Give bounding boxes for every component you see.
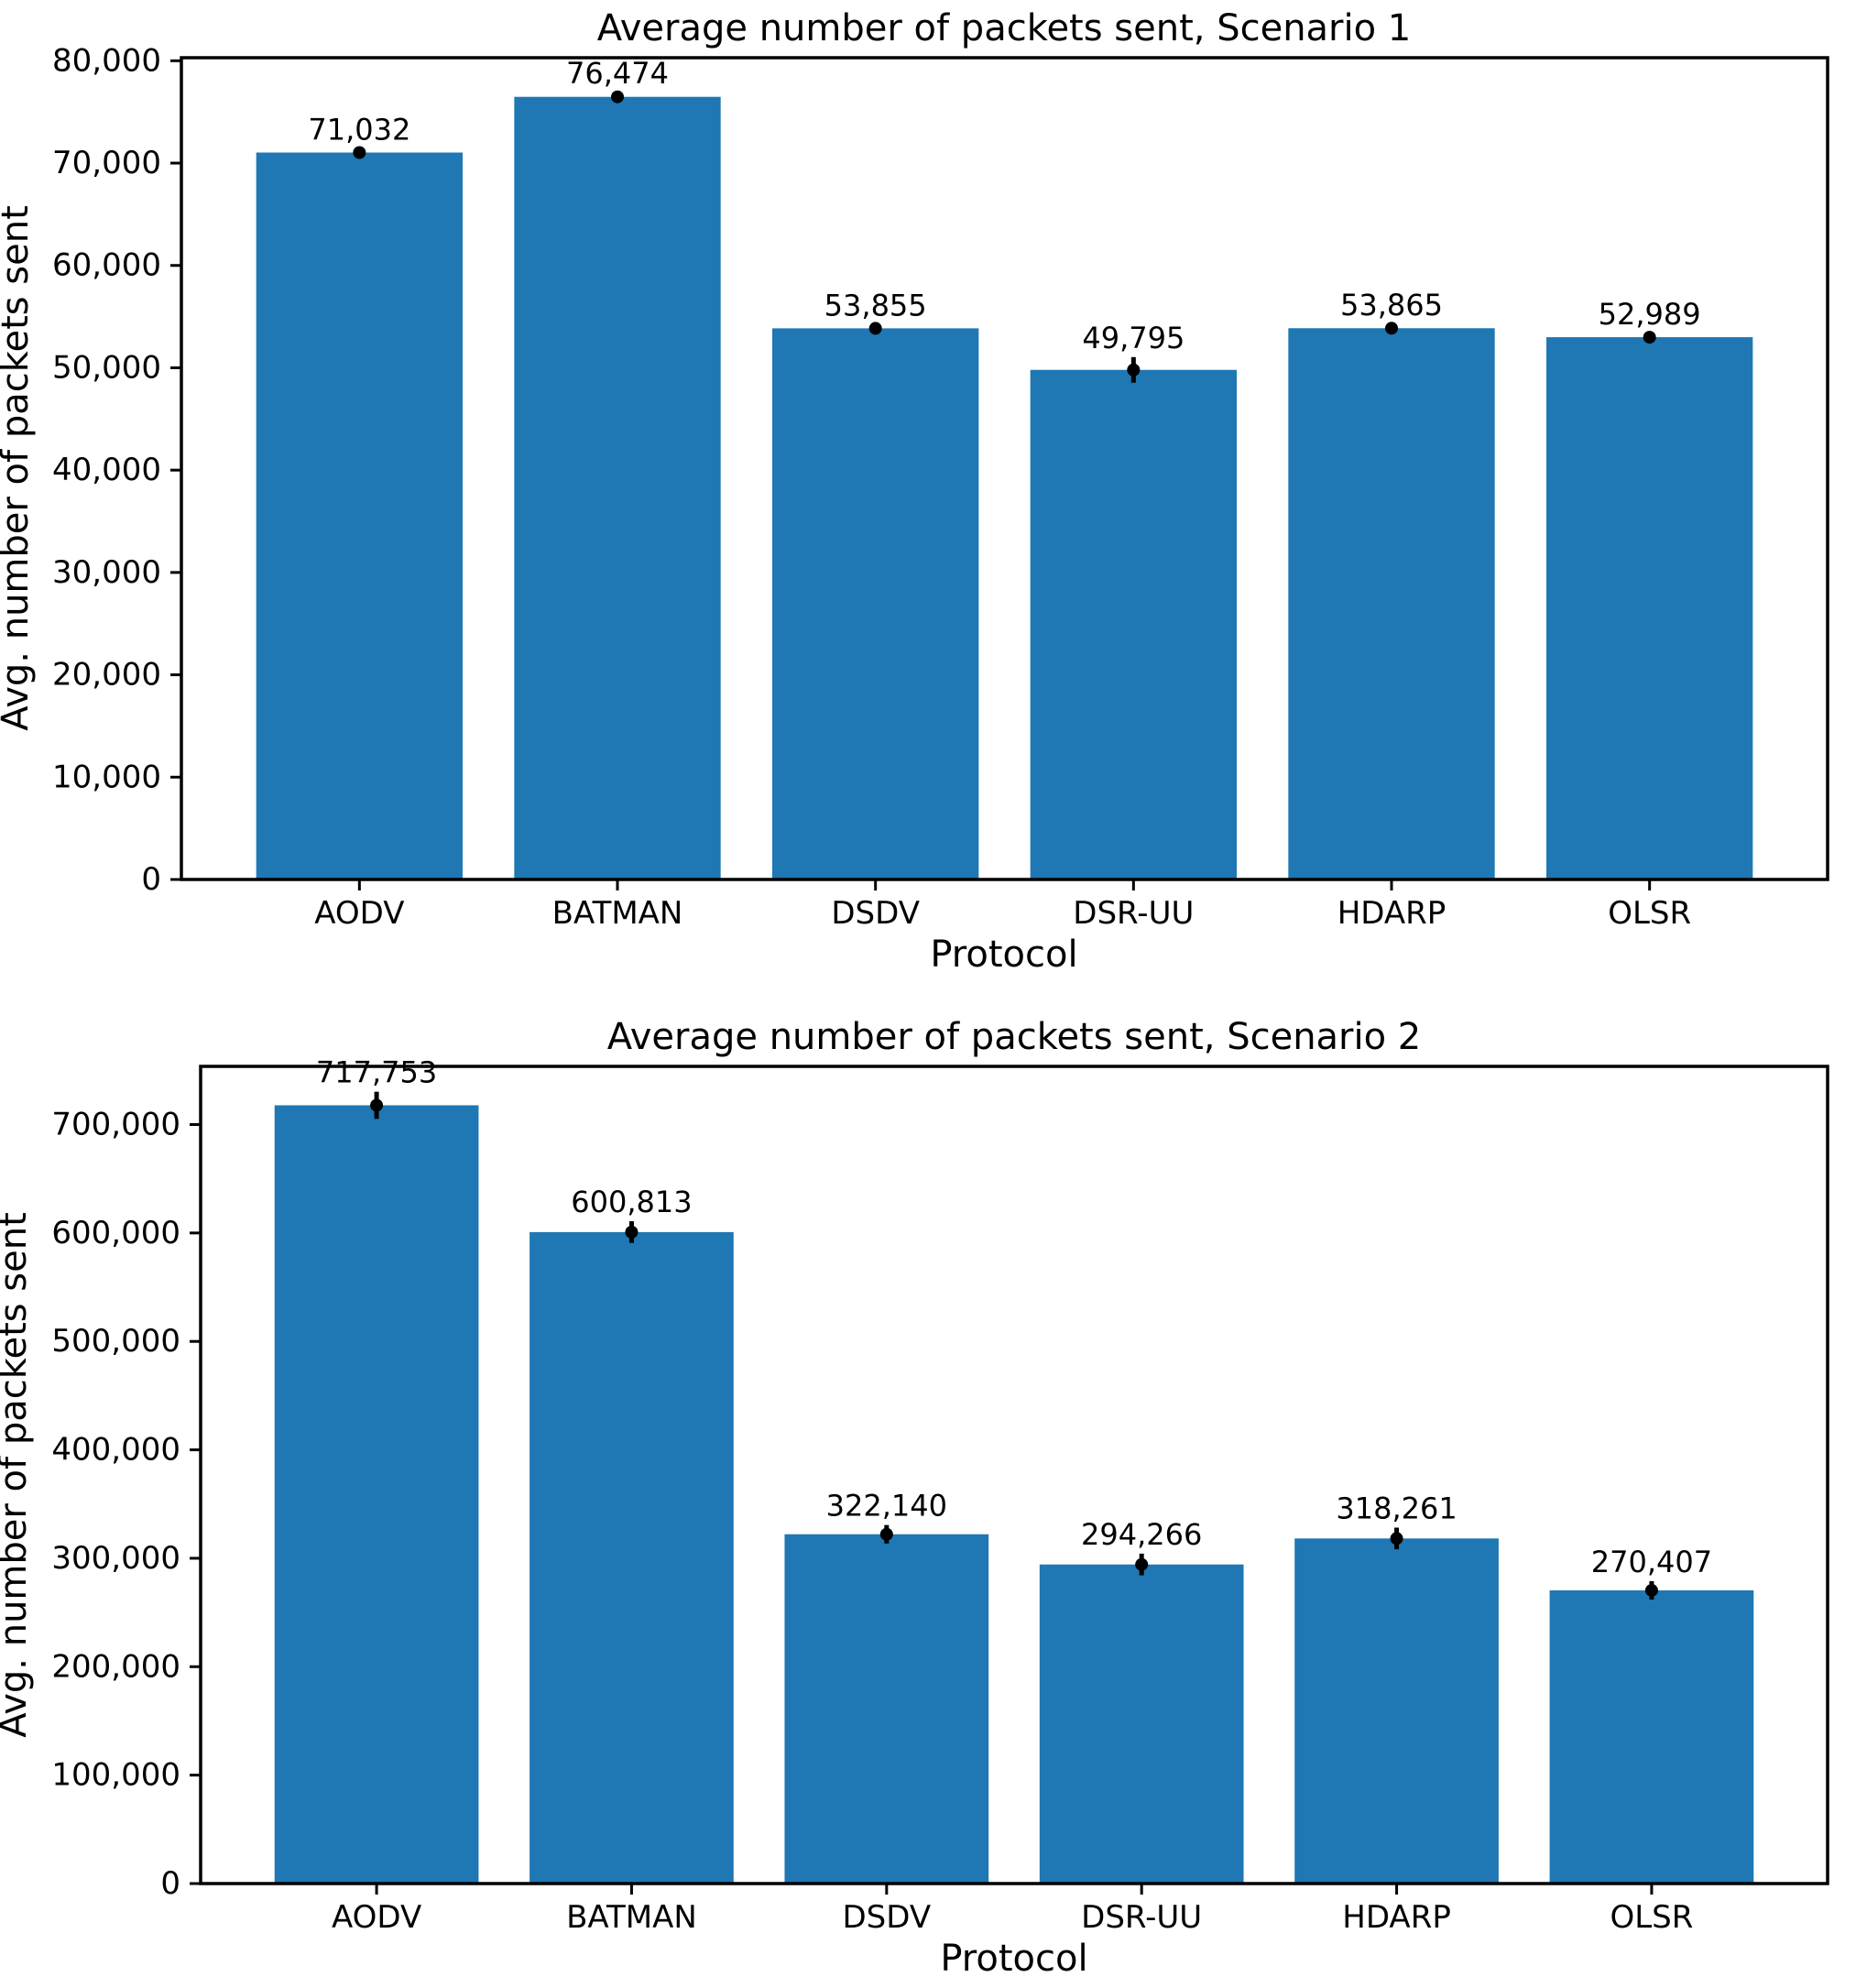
error-marker-batman — [625, 1225, 639, 1239]
y-tick-label-20000: 20,000 — [52, 657, 161, 694]
bar-hdarp — [1288, 328, 1495, 879]
value-label-dsdv: 53,855 — [824, 288, 927, 322]
y-tick-label-0: 0 — [160, 1865, 180, 1902]
x-tick-label-olsr: OLSR — [1608, 895, 1691, 932]
y-tick-label-300000: 300,000 — [51, 1540, 180, 1577]
y-tick-label-10000: 10,000 — [52, 759, 161, 795]
y-tick-label-200000: 200,000 — [51, 1648, 180, 1685]
value-label-batman: 600,813 — [571, 1185, 692, 1219]
x-tick-label-dsdv: DSDV — [831, 895, 920, 932]
plot-area: 71,032 76,474 53,855 49,795 53,865 52,989 0 10,… — [52, 42, 1829, 932]
x-tick-label-aodv: AODV — [332, 1899, 421, 1936]
bar-batman — [530, 1231, 734, 1884]
y-axis-label: Avg. number of packets sent — [0, 1212, 35, 1738]
value-label-olsr: 52,989 — [1599, 297, 1701, 332]
error-marker-batman — [611, 90, 625, 104]
y-tick-label-60000: 60,000 — [52, 247, 161, 284]
value-label-aodv: 71,032 — [308, 113, 410, 147]
y-tick-label-700000: 700,000 — [51, 1106, 180, 1142]
bar-dsr-uu — [1030, 369, 1237, 879]
error-marker-dsr-uu — [1135, 1557, 1149, 1571]
bar-dsdv — [772, 328, 979, 879]
value-label-hdarp: 53,865 — [1340, 288, 1443, 322]
y-tick-label-100000: 100,000 — [51, 1757, 180, 1794]
y-axis-label: Avg. number of packets sent — [0, 205, 37, 731]
bar-aodv — [256, 152, 464, 879]
x-axis-label: Protocol — [930, 934, 1077, 976]
plot-area: 717,753 600,813 322,140 294,266 318,261 270,4… — [51, 1055, 1829, 1936]
y-tick-label-0: 0 — [141, 861, 161, 898]
value-label-aodv: 717,753 — [316, 1055, 437, 1090]
bar-hdarp — [1294, 1538, 1499, 1884]
axes-spines — [199, 1065, 1829, 1885]
x-tick-label-hdarp: HDARP — [1342, 1899, 1451, 1936]
x-tick-label-batman: BATMAN — [566, 1899, 697, 1936]
bar-batman — [514, 96, 721, 880]
y-tick-label-40000: 40,000 — [52, 452, 161, 488]
bar-olsr — [1545, 337, 1753, 879]
figure-scenario-2: Average number of packets sent, Scenario… — [0, 994, 1856, 1988]
y-tick-label-70000: 70,000 — [52, 145, 161, 181]
value-label-dsr-uu: 294,266 — [1081, 1517, 1202, 1552]
error-marker-dsr-uu — [1127, 363, 1141, 377]
error-marker-olsr — [1643, 331, 1656, 344]
y-tick-label-600000: 600,000 — [51, 1215, 180, 1251]
x-tick-label-dsr-uu: DSR-UU — [1081, 1899, 1202, 1936]
value-label-dsr-uu: 49,795 — [1082, 321, 1185, 355]
x-tick-label-olsr: OLSR — [1610, 1899, 1693, 1936]
value-label-dsdv: 322,140 — [826, 1489, 947, 1524]
value-label-batman: 76,474 — [566, 56, 669, 91]
error-marker-hdarp — [1390, 1532, 1403, 1546]
axes-spines — [180, 56, 1829, 881]
error-marker-dsdv — [868, 322, 882, 335]
y-tick-label-30000: 30,000 — [52, 554, 161, 591]
figure-scenario-1: Average number of packets sent, Scenario… — [0, 7, 1829, 976]
y-tick-label-80000: 80,000 — [52, 42, 161, 79]
value-label-hdarp: 318,261 — [1336, 1491, 1457, 1525]
chart-title: Average number of packets sent, Scenario… — [607, 1016, 1422, 1058]
chart-title: Average number of packets sent, Scenario… — [597, 7, 1412, 49]
error-marker-dsdv — [879, 1527, 893, 1541]
x-tick-label-batman: BATMAN — [552, 895, 683, 932]
bar-aodv — [274, 1105, 479, 1884]
y-tick-label-400000: 400,000 — [51, 1432, 180, 1469]
bar-olsr — [1549, 1589, 1754, 1884]
x-axis-label: Protocol — [940, 1938, 1087, 1980]
error-marker-hdarp — [1384, 322, 1398, 335]
x-tick-label-hdarp: HDARP — [1337, 895, 1447, 932]
value-label-olsr: 270,407 — [1591, 1545, 1712, 1579]
scenario-1-chart: Average number of packets sent, Scenario… — [0, 7, 1829, 976]
error-marker-aodv — [353, 146, 366, 159]
scenario-2-chart: Average number of packets sent, Scenario… — [0, 1016, 1829, 1980]
bar-dsr-uu — [1039, 1564, 1244, 1884]
x-tick-label-dsr-uu: DSR-UU — [1073, 895, 1194, 932]
y-tick-label-50000: 50,000 — [52, 349, 161, 386]
y-tick-label-500000: 500,000 — [51, 1323, 180, 1360]
x-tick-label-dsdv: DSDV — [843, 1899, 932, 1936]
error-marker-aodv — [370, 1098, 384, 1112]
error-marker-olsr — [1644, 1583, 1658, 1597]
bar-dsdv — [784, 1534, 989, 1884]
x-tick-label-aodv: AODV — [314, 895, 404, 932]
